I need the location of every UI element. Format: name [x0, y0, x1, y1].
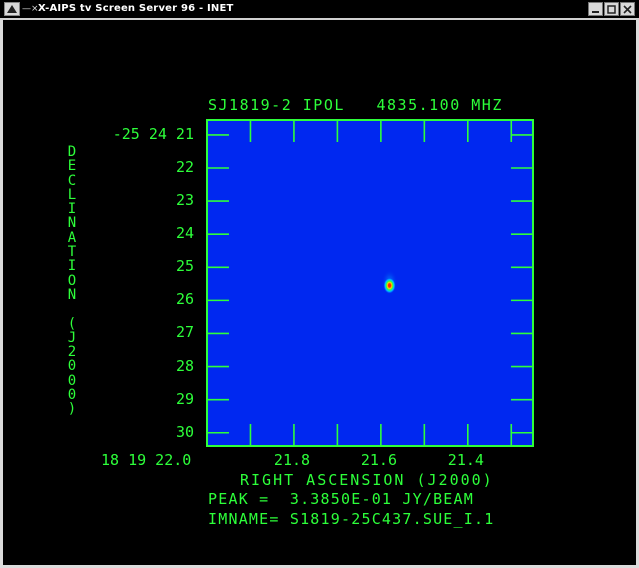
window-title: X-AIPS tv Screen Server 96 - INET [38, 3, 234, 14]
y-axis-label-char: ) [67, 401, 77, 418]
y-axis-label-char [68, 302, 76, 316]
radio-source-core [383, 277, 396, 294]
x-tick-label: 21.6 [360, 451, 397, 469]
y-axis-label-char: I [67, 258, 77, 275]
y-tick-label: 29 [175, 389, 194, 408]
y-axis-label-char: 0 [67, 387, 77, 404]
minimize-icon [592, 11, 599, 13]
window-titlebar[interactable]: —⨯ X-AIPS tv Screen Server 96 - INET [0, 0, 639, 20]
minimize-button[interactable] [588, 2, 603, 16]
y-axis-label-char: N [67, 215, 77, 232]
window-menu-glyph: —⨯ [22, 4, 39, 14]
maximize-button[interactable] [604, 2, 619, 16]
x-tick-label: 21.8 [273, 451, 311, 469]
y-axis-label-char: D [67, 144, 77, 160]
y-tick-label: 30 [175, 422, 194, 441]
y-axis-label-char: A [67, 229, 77, 246]
y-tick-label: 22 [175, 157, 194, 176]
x-tick-label: 18 19 22.0 [101, 451, 192, 469]
maximize-icon [607, 5, 616, 14]
window-menu-button[interactable] [4, 2, 20, 16]
peak-readout: PEAK = 3.3850E-01 JY/BEAM [208, 490, 474, 508]
close-button[interactable] [620, 2, 635, 16]
y-axis-label-char: J [67, 329, 77, 346]
y-axis-label-char: L [67, 186, 77, 203]
image-field[interactable] [207, 120, 533, 446]
close-icon [623, 5, 632, 14]
y-axis-label-char: I [67, 201, 77, 218]
y-axis-label-char: O [67, 272, 77, 289]
x-tick-label: 21.4 [447, 451, 484, 469]
radio-source [381, 269, 398, 296]
y-tick-label: 26 [175, 290, 194, 309]
y-axis-label-char: E [67, 158, 77, 175]
y-tick-label: 25 [175, 257, 194, 276]
y-tick-label: 28 [175, 356, 194, 375]
plot-frame [206, 119, 534, 447]
y-tick-label: 23 [175, 191, 194, 210]
image-name-readout: IMNAME= S1819-25C437.SUE_I.1 [208, 510, 495, 528]
y-tick-label: 27 [175, 323, 194, 342]
y-axis-label-char: 2 [67, 344, 77, 361]
y-axis-label-char: N [67, 286, 77, 303]
x-axis-label: RIGHT ASCENSION (J2000) [240, 471, 494, 489]
y-axis-label-char: ( [67, 315, 77, 332]
y-axis-label-char: T [67, 244, 77, 261]
y-tick-label: -25 24 21 [112, 124, 194, 143]
plot-title: SJ1819-2 IPOL 4835.100 MHZ [208, 96, 503, 114]
y-axis-label-char: C [67, 172, 77, 189]
window-menu-icon [7, 5, 17, 13]
y-tick-label: 24 [175, 224, 194, 243]
y-axis-label-char: 0 [67, 358, 77, 375]
y-axis-label-char: 0 [67, 372, 77, 389]
